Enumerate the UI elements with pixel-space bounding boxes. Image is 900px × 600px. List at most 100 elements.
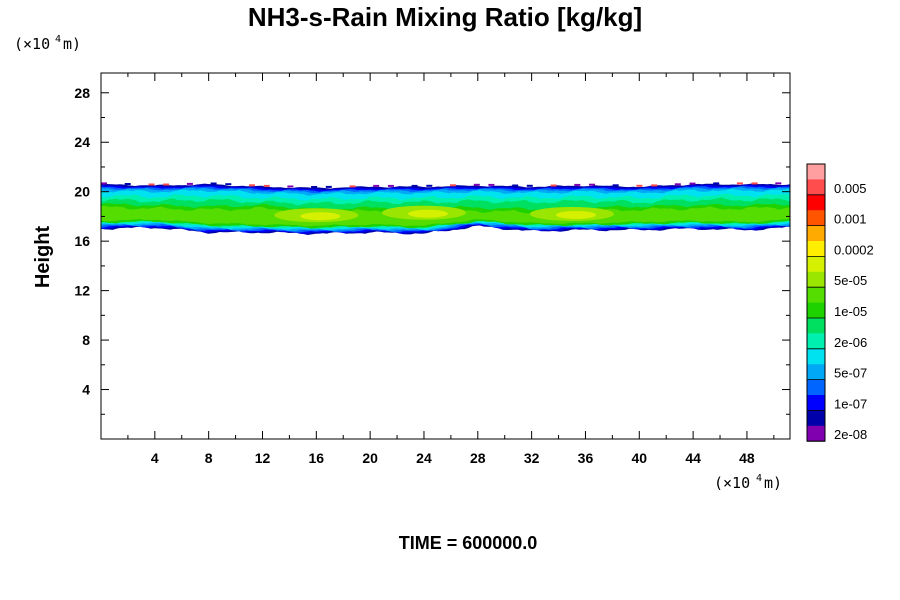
x-tick-label: 12 [255, 450, 271, 466]
x-tick-label: 28 [470, 450, 486, 466]
y-unit-label: (×10 4 m) [14, 34, 81, 53]
y-tick-label: 12 [74, 283, 90, 299]
colorbar: 0.005 0.001 0.0002 5e-05 1e-05 2e-06 5e-07 1e-0… [806, 163, 874, 442]
colorbar-swatch [807, 364, 825, 380]
peak-region-inner [407, 209, 448, 218]
colorbar-swatch [807, 425, 825, 442]
edge-speckle [589, 183, 595, 186]
edge-speckle [713, 182, 720, 185]
x-tick-label: 16 [309, 450, 325, 466]
edge-speckle [450, 184, 456, 187]
colorbar-label: 2e-06 [834, 335, 867, 350]
edge-speckle [636, 184, 643, 187]
x-tick-label: 8 [205, 450, 213, 466]
peak-region-inner [555, 210, 596, 219]
x-axis: 4 8 12 16 20 24 28 32 36 40 44 48 [127, 73, 775, 466]
colorbar-label: 5e-07 [834, 366, 867, 381]
edge-speckle [651, 184, 658, 187]
colorbar-swatch [807, 287, 825, 303]
colorbar-swatch [807, 164, 825, 180]
x-unit-suffix: m) [764, 474, 782, 492]
colorbar-swatch [807, 256, 825, 273]
mixing-ratio-field [101, 182, 790, 235]
x-tick-label: 40 [631, 450, 647, 466]
edge-speckle [488, 183, 495, 186]
x-tick-label: 20 [362, 450, 378, 466]
edge-speckle [210, 182, 217, 185]
edge-speckle [101, 182, 107, 185]
edge-speckle [674, 183, 681, 186]
colorbar-swatch [807, 210, 825, 226]
colorbar-swatch [807, 348, 825, 365]
edge-speckle [526, 184, 533, 187]
edge-speckle [349, 185, 356, 188]
x-tick-label: 32 [524, 450, 540, 466]
y-axis: 4 8 12 16 20 24 28 [74, 85, 790, 415]
edge-speckle [473, 183, 480, 186]
edge-speckle [287, 185, 294, 188]
edge-speckle [225, 183, 232, 186]
y-tick-label: 4 [82, 382, 90, 398]
edge-speckle [574, 183, 581, 186]
colorbar-swatch [807, 271, 825, 288]
colorbar-label: 2e-08 [834, 427, 867, 442]
chart-title: NH3-s-Rain Mixing Ratio [kg/kg] [248, 2, 642, 32]
x-unit-exp: 4 [756, 473, 762, 484]
y-tick-label: 8 [82, 332, 90, 348]
peak-region-inner [300, 212, 341, 221]
edge-speckle [411, 184, 418, 187]
edge-speckle [186, 182, 193, 185]
x-unit-base: (×10 [714, 474, 750, 492]
x-tick-label: 4 [151, 450, 159, 466]
edge-speckle [373, 184, 380, 187]
colorbar-label: 1e-05 [834, 304, 867, 319]
colorbar-label: 5e-05 [834, 273, 867, 288]
edge-speckle [689, 182, 696, 185]
edge-speckle [512, 184, 519, 187]
colorbar-swatch [807, 302, 825, 319]
edge-speckle [148, 183, 155, 186]
y-tick-label: 24 [74, 134, 90, 150]
x-tick-label: 24 [416, 450, 432, 466]
y-unit-suffix: m) [63, 35, 81, 53]
y-tick-label: 20 [74, 184, 90, 200]
y-tick-label: 28 [74, 85, 90, 101]
colorbar-label: 0.001 [834, 212, 867, 227]
plot-frame [100, 72, 791, 440]
time-label: TIME = 600000.0 [399, 533, 538, 553]
x-tick-label: 36 [578, 450, 594, 466]
colorbar-swatch [807, 333, 825, 350]
colorbar-label: 0.005 [834, 181, 867, 196]
y-axis-label: Height [32, 226, 54, 289]
edge-speckle [612, 184, 619, 187]
edge-speckle [550, 184, 557, 187]
x-tick-label: 48 [739, 450, 755, 466]
colorbar-label: 0.0002 [834, 242, 874, 257]
colorbar-swatch [807, 194, 825, 211]
edge-speckle [387, 184, 394, 187]
x-tick-label: 44 [685, 450, 701, 466]
edge-speckle [736, 182, 743, 185]
edge-speckle [775, 182, 782, 185]
edge-speckle [263, 184, 270, 187]
colorbar-swatch [807, 318, 825, 334]
x-unit-label: (×10 4 m) [714, 473, 782, 492]
y-unit-base: (×10 [14, 35, 50, 53]
y-tick-label: 16 [74, 233, 90, 249]
edge-speckle [311, 186, 318, 188]
edge-speckle [124, 183, 131, 185]
edge-speckle [325, 185, 332, 188]
y-unit-exp: 4 [55, 34, 61, 45]
colorbar-swatch [807, 241, 825, 257]
colorbar-label: 1e-07 [834, 396, 867, 411]
edge-speckle [751, 182, 758, 185]
colorbar-swatch [807, 179, 825, 196]
edge-speckle [163, 183, 170, 186]
colorbar-swatch [807, 225, 825, 242]
colorbar-swatch [807, 395, 825, 411]
edge-speckle [426, 184, 433, 187]
colorbar-swatch [807, 410, 825, 427]
colorbar-swatch [807, 379, 825, 396]
edge-speckle [249, 184, 255, 187]
